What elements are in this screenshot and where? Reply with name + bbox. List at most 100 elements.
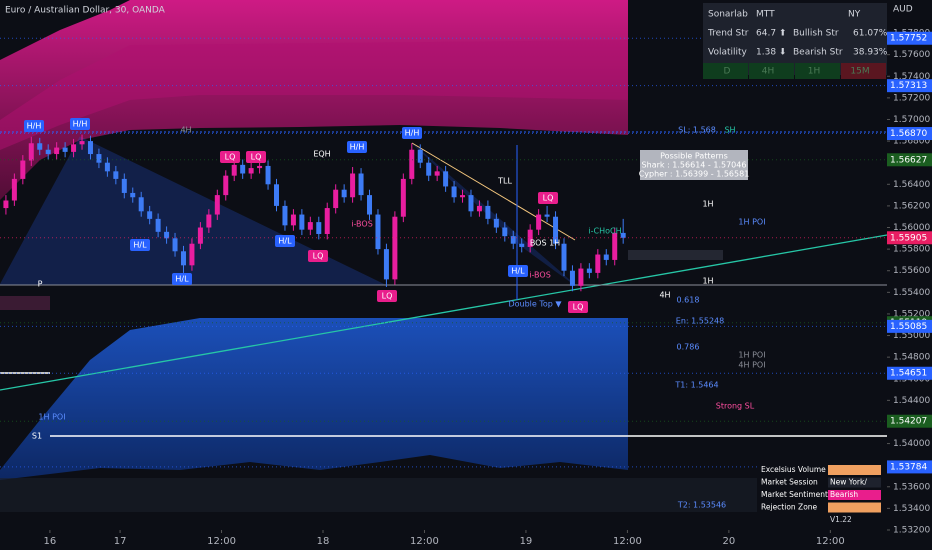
annotation: H/H (405, 129, 420, 138)
annotation: 1H (702, 277, 713, 286)
x-tick-label: 12:00 (207, 536, 236, 547)
price-label-box (887, 460, 932, 474)
zone (0, 296, 50, 310)
x-tick-label: 12:00 (410, 536, 439, 547)
x-tick-label: 12:00 (816, 536, 845, 547)
candle-body (45, 149, 51, 155)
candle-body (130, 192, 136, 198)
annotation: H/L (133, 241, 147, 250)
y-tick-label: 1.57200 (893, 93, 930, 103)
price-label: 1.57313 (890, 81, 927, 91)
candle-body (96, 154, 102, 163)
zone (628, 250, 723, 260)
currency: AUD (893, 5, 913, 15)
price-label-box (887, 319, 932, 333)
candles (3, 134, 626, 292)
candle-body (28, 143, 34, 161)
candle-body (79, 141, 85, 145)
legend-item: Market Session (761, 478, 818, 487)
annotation: SH (724, 126, 735, 135)
candle-body (316, 222, 322, 234)
info-cell: Bearish Str (793, 48, 843, 58)
y-tick-label: 1.53400 (893, 504, 930, 514)
candle-body (37, 143, 43, 150)
y-tick-label: 1.57000 (893, 115, 930, 125)
candle-body (485, 205, 491, 219)
pattern-triangle (411, 142, 576, 286)
candle-body (544, 214, 550, 217)
annotation: LQ (382, 292, 393, 301)
annotation: SL: 1.568 (678, 126, 716, 135)
annotation-box (130, 239, 150, 251)
y-tick-label: 1.56800 (893, 137, 930, 147)
annotation: H/H (27, 122, 42, 131)
annotation-box (538, 192, 558, 204)
info-cell: Volatility (708, 48, 748, 58)
info-cell: 15M (850, 67, 869, 77)
annotation: 0.618 (677, 296, 700, 305)
candle-body (324, 208, 330, 234)
y-tick-label: 1.57400 (893, 72, 930, 82)
patterns-box (640, 150, 748, 180)
annotation: i-BOS (529, 271, 551, 280)
candle-body (460, 195, 466, 198)
candle-body (409, 149, 415, 179)
info-cell: 1.38 ⬇ (756, 48, 786, 58)
price-label: 1.56627 (890, 155, 927, 165)
upper-cloud-inner (0, 40, 628, 150)
info-cell: 4H (762, 67, 775, 77)
candle-body (502, 227, 508, 237)
y-tick-label: 1.55400 (893, 288, 930, 298)
candle-body (121, 178, 127, 193)
candle-body (113, 171, 119, 179)
annotation: H/H (350, 143, 365, 152)
annotation-box (172, 273, 192, 285)
annotation: Double Top ▼ (508, 300, 562, 309)
info-cell: Bullish Str (793, 29, 839, 39)
tll-line (411, 142, 576, 241)
y-tick-label: 1.53600 (893, 482, 930, 492)
lower-cloud (0, 318, 628, 480)
price-label-box (887, 414, 932, 428)
price-label-box (887, 79, 932, 93)
y-tick-label: 1.55800 (893, 245, 930, 255)
candle-body (569, 270, 575, 286)
x-tick-label: 16 (44, 536, 57, 547)
candle-body (71, 144, 77, 152)
price-label: 1.53784 (890, 462, 927, 472)
candle-body (155, 218, 161, 232)
candle-body (180, 251, 186, 266)
candle-body (307, 222, 313, 230)
annotation: T2: 1.53546 (677, 501, 726, 510)
annotation-box (508, 265, 528, 277)
annotation-box (220, 151, 240, 163)
candle-body (231, 164, 237, 176)
candle-body (138, 197, 144, 212)
legend-swatch (828, 490, 881, 500)
annotation: EQH (313, 150, 330, 159)
candle-body (451, 186, 457, 198)
legend-swatch (828, 502, 881, 513)
y-tick-label: 1.55000 (893, 331, 930, 341)
legend-item: Bearish (830, 490, 858, 499)
patterns-line: Cypher : 1.56399 - 1.56581 (639, 170, 750, 179)
annotation-box (246, 151, 266, 163)
candle-body (333, 189, 339, 209)
price-label-box (887, 231, 932, 245)
annotation: LQ (313, 252, 324, 261)
annotation-box (275, 235, 295, 247)
annotation: LQ (225, 153, 236, 162)
annotation-box (402, 127, 422, 139)
candle-body (578, 268, 584, 286)
y-tick-label: 1.54800 (893, 353, 930, 363)
annotation: En: 1.55248 (676, 317, 724, 326)
legend-version: V1.22 (830, 515, 852, 524)
annotation: LQ (251, 153, 262, 162)
x-tick-label: 20 (723, 536, 736, 547)
candle-body (274, 184, 280, 206)
annotation: Strong SL (716, 402, 755, 411)
candle-body (527, 229, 533, 247)
annotation-box (347, 141, 367, 153)
legend-item: Market Sentiment (761, 490, 828, 499)
